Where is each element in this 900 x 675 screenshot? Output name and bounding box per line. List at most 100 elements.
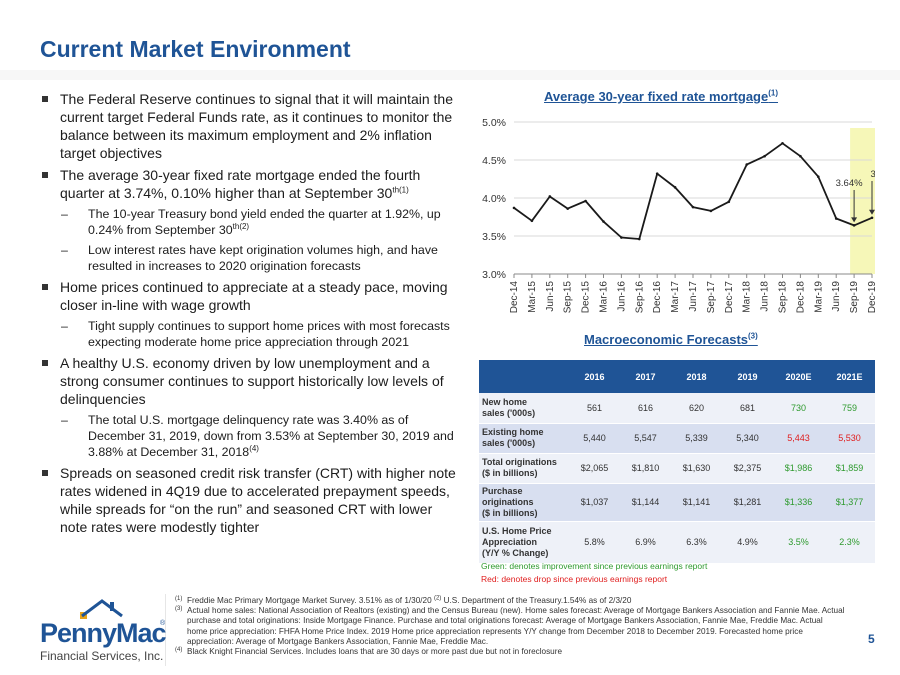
data-point bbox=[870, 216, 874, 220]
table-cell: $1,859 bbox=[824, 453, 875, 484]
house-roof-icon bbox=[80, 599, 123, 619]
x-tick-label: Jun-15 bbox=[545, 281, 556, 312]
x-tick-label: Mar-18 bbox=[742, 281, 753, 313]
data-point bbox=[852, 224, 856, 227]
x-tick-label: Sep-19 bbox=[849, 281, 860, 314]
table-cell: 5,547 bbox=[620, 423, 671, 454]
column-header: 2017 bbox=[620, 360, 671, 393]
x-tick-label: Jun-17 bbox=[688, 281, 699, 312]
table-cell: $1,986 bbox=[773, 453, 824, 484]
bullet-marker bbox=[42, 96, 48, 102]
column-header: 2019 bbox=[722, 360, 773, 393]
data-point bbox=[745, 163, 748, 166]
bullet-text: Low interest rates have kept origination… bbox=[88, 243, 438, 273]
table-cell: $1,281 bbox=[722, 483, 773, 522]
table-title: Macroeconomic Forecasts(3) bbox=[584, 331, 758, 347]
bullet-text: The total U.S. mortgage delinquency rate… bbox=[88, 413, 454, 459]
table-cell: 5,443 bbox=[773, 423, 824, 454]
bullet-marker bbox=[42, 172, 48, 178]
footnote-mark: (2) bbox=[433, 595, 442, 602]
title-divider bbox=[0, 70, 900, 80]
footnote-text: U.S. Department of the Treasury.1.54% as… bbox=[441, 596, 632, 605]
column-header: 2021E bbox=[824, 360, 875, 393]
y-tick-label: 5.0% bbox=[482, 117, 506, 129]
x-tick-label: Sep-15 bbox=[563, 281, 574, 314]
x-tick-label: Mar-16 bbox=[599, 281, 610, 313]
row-label: Purchase originations ($ in billions) bbox=[479, 483, 569, 522]
table-row: New home sales ('000s) 561 616 620 681 730 759 bbox=[479, 393, 875, 424]
bullet-list: The Federal Reserve continues to signal … bbox=[40, 90, 460, 540]
table-row: Existing home sales ('000s) 5,440 5,547 5,33… bbox=[479, 423, 875, 454]
data-point bbox=[834, 217, 838, 220]
table-cell: 6.3% bbox=[671, 521, 722, 564]
table-cell: $1,630 bbox=[671, 453, 722, 484]
sub-bullet-item: – The 10-year Treasury bond yield ended t… bbox=[40, 206, 460, 238]
data-point bbox=[548, 195, 552, 198]
bullet-marker: – bbox=[61, 413, 68, 427]
x-tick-label: Sep-18 bbox=[778, 281, 789, 314]
bullet-item: Spreads on seasoned credit risk transfer… bbox=[40, 464, 460, 536]
data-point bbox=[602, 220, 605, 223]
table-row: Total originations ($ in billions) $2,065 $… bbox=[479, 453, 875, 484]
bullet-item: The Federal Reserve continues to signal … bbox=[40, 90, 460, 162]
data-point bbox=[566, 207, 569, 210]
bullet-text: The Federal Reserve continues to signal … bbox=[60, 91, 453, 161]
mortgage-rate-chart: 3.0% 3.5% 4.0% 4.5% 5.0% Dec-14 Mar-15 Jun-15 Se… bbox=[482, 117, 875, 314]
bullet-text: Tight supply continues to support home p… bbox=[88, 319, 450, 349]
data-point bbox=[512, 206, 516, 210]
legend-green-note: Green: denotes improvement since previou… bbox=[481, 561, 708, 571]
logo-subtitle: Financial Services, Inc. bbox=[40, 649, 164, 663]
y-tick-label: 3.0% bbox=[482, 269, 506, 281]
bullet-text: A healthy U.S. economy driven by low une… bbox=[60, 355, 444, 407]
data-point bbox=[655, 172, 659, 175]
y-tick-label: 4.5% bbox=[482, 155, 506, 167]
data-label: 3.74% bbox=[871, 169, 875, 180]
data-point bbox=[584, 199, 587, 203]
table-cell: 6.9% bbox=[620, 521, 671, 564]
footnote-mark: (4) bbox=[175, 647, 183, 654]
footnote-ref: th(1) bbox=[392, 185, 409, 195]
series-line bbox=[513, 142, 873, 240]
footnote-text: Actual home sales: National Association … bbox=[187, 606, 845, 646]
data-point bbox=[673, 186, 677, 189]
table-cell: 5,530 bbox=[824, 423, 875, 454]
footnote-ref: (4) bbox=[249, 443, 259, 453]
bullet-text: The 10-year Treasury bond yield ended th… bbox=[88, 207, 441, 237]
column-header: 2020E bbox=[773, 360, 824, 393]
footnote-text: Black Knight Financial Services. Include… bbox=[187, 647, 563, 657]
table-row: U.S. Home Price Appreciation (Y/Y % Change… bbox=[479, 521, 875, 564]
x-tick-label: Sep-16 bbox=[634, 281, 645, 314]
footnote-mark: (3) bbox=[175, 606, 183, 613]
x-tick-label: Dec-19 bbox=[867, 281, 875, 314]
footnote-item: (3) Actual home sales: National Associati… bbox=[175, 606, 845, 647]
row-label: Total originations ($ in billions) bbox=[479, 453, 569, 484]
table-cell: 616 bbox=[620, 393, 671, 424]
data-point bbox=[530, 219, 534, 223]
bullet-marker: – bbox=[61, 319, 68, 333]
table-cell: 620 bbox=[671, 393, 722, 424]
table-header-row: 2016 2017 2018 2019 2020E 2021E bbox=[479, 360, 875, 393]
table-cell: 5,440 bbox=[569, 423, 620, 454]
table-cell: $1,037 bbox=[569, 483, 620, 522]
table-cell: $1,377 bbox=[824, 483, 875, 522]
row-label: Existing home sales ('000s) bbox=[479, 423, 569, 454]
data-point bbox=[620, 236, 623, 239]
footnotes: (1) Freddie Mac Primary Mortgage Market S… bbox=[175, 595, 845, 657]
table-cell: 5,339 bbox=[671, 423, 722, 454]
table-cell: 5,340 bbox=[722, 423, 773, 454]
footnote-mark: (1) bbox=[175, 596, 183, 602]
logo-registered-mark: ® bbox=[160, 620, 166, 627]
data-point bbox=[709, 209, 713, 213]
footnote-text: Freddie Mac Primary Mortgage Market Surv… bbox=[187, 596, 434, 605]
legend-red-note: Red: denotes drop since previous earning… bbox=[481, 574, 668, 584]
page-title: Current Market Environment bbox=[40, 36, 351, 62]
x-tick-label: Jun-18 bbox=[760, 281, 771, 312]
table-cell: $1,810 bbox=[620, 453, 671, 484]
page-number: 5 bbox=[868, 632, 875, 646]
bullet-item: A healthy U.S. economy driven by low une… bbox=[40, 354, 460, 408]
footnote-ref: th(2) bbox=[232, 221, 250, 231]
table-cell: $1,336 bbox=[773, 483, 824, 522]
logo-wordmark: PennyMac bbox=[40, 618, 167, 648]
table-cell: 730 bbox=[773, 393, 824, 424]
table-cell: 681 bbox=[722, 393, 773, 424]
